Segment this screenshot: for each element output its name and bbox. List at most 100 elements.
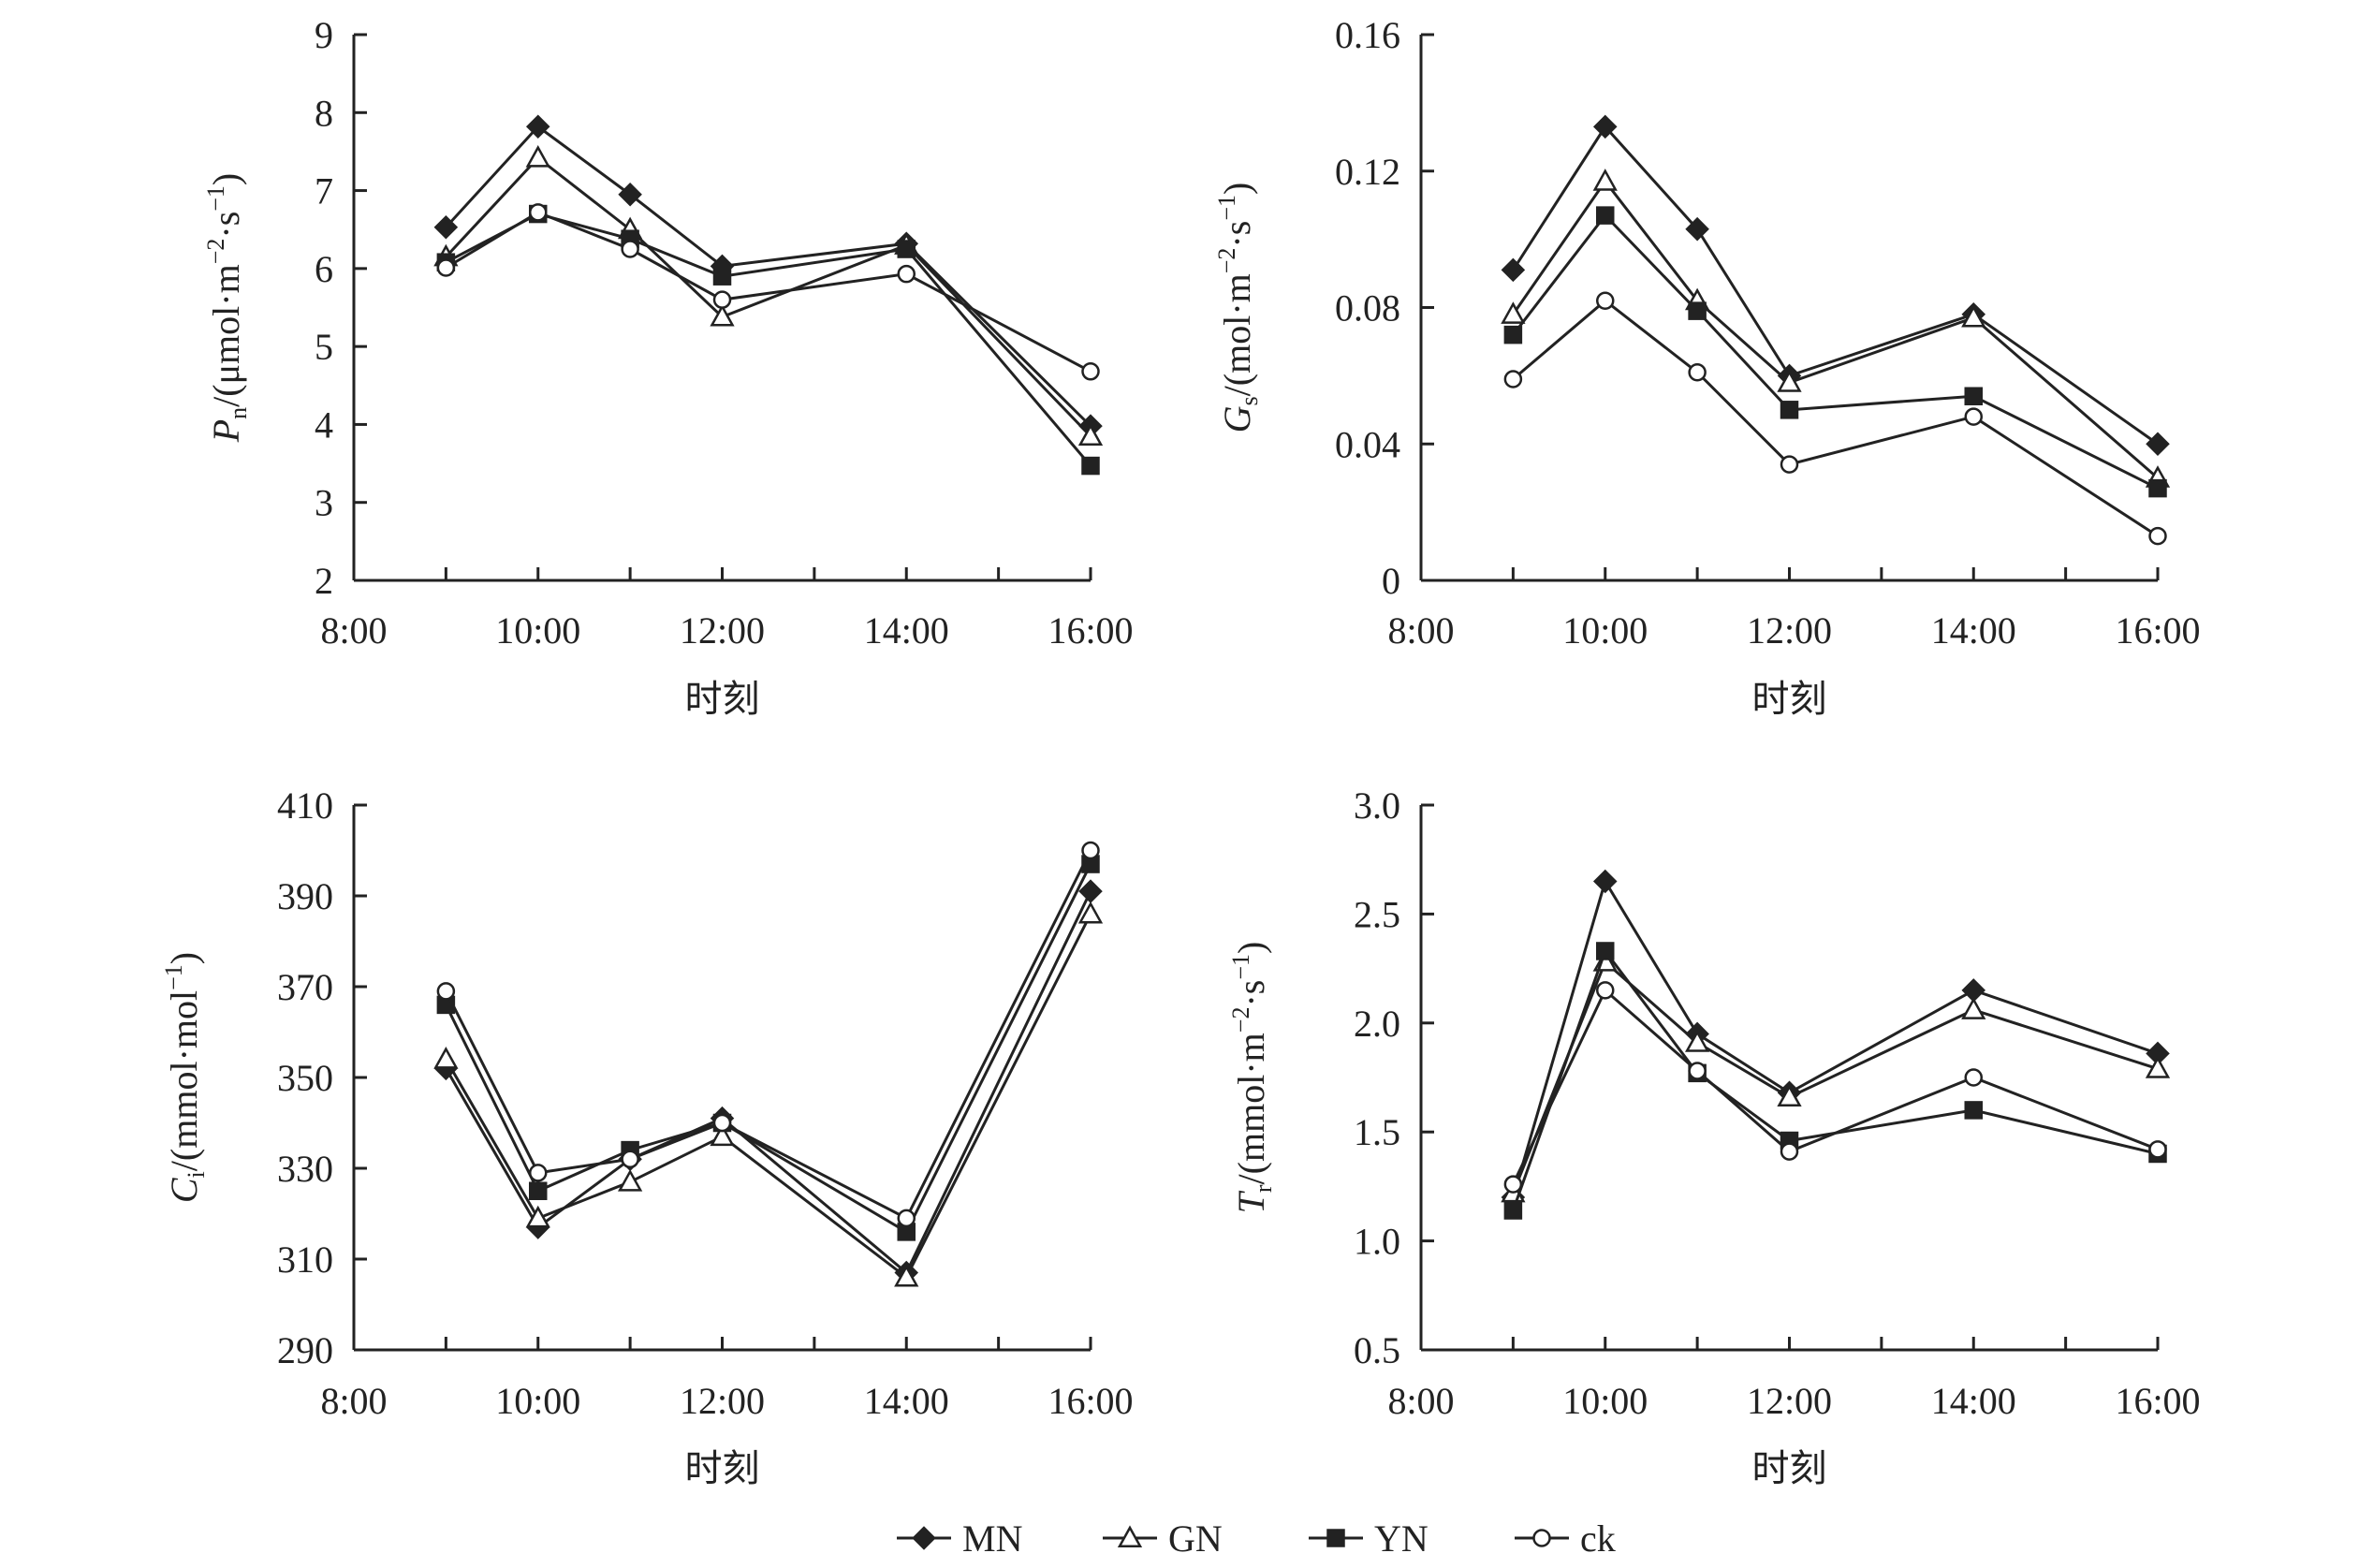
data-point-yn (529, 1181, 548, 1200)
legend-marker-yn (1326, 1529, 1345, 1547)
data-point-ck (1503, 370, 1523, 388)
x-tick-label: 16:00 (1048, 1380, 1133, 1422)
y-tick-label: 370 (277, 966, 333, 1008)
data-point-mn (2146, 432, 2170, 457)
data-point-ck (1964, 1068, 1983, 1087)
x-tick-label: 12:00 (680, 1380, 765, 1422)
legend-label-gn: GN (1168, 1517, 1223, 1560)
data-point-ck (1596, 981, 1615, 1000)
legend-label-yn: YN (1374, 1517, 1429, 1560)
data-point-ck (436, 258, 456, 277)
data-point-ck (1688, 362, 1707, 382)
x-tick-label: 8:00 (320, 1380, 387, 1422)
legend-marker-gn (1117, 1525, 1143, 1548)
x-axis-title: 时刻 (1752, 1447, 1827, 1490)
x-tick-label: 8:00 (1387, 1380, 1454, 1422)
x-tick-label: 16:00 (2115, 1380, 2200, 1422)
y-tick-label: 290 (277, 1329, 333, 1371)
data-point-yn (1503, 1201, 1523, 1220)
y-tick-label: 3 (315, 482, 333, 524)
x-tick-label: 8:00 (320, 609, 387, 652)
series-line-ck (445, 849, 1092, 1221)
x-tick-label: 14:00 (1931, 1380, 2016, 1422)
data-point-gn (525, 145, 550, 168)
data-point-mn (1592, 869, 1618, 894)
chart-panel-gs: 0 0.04 0.08 0.12 0.16 8:00 10:00 12:00 14:00 16:0… (1213, 14, 2201, 721)
data-point-gn (433, 1047, 459, 1069)
data-point-ck (1081, 841, 1100, 860)
data-point-yn (1081, 456, 1100, 476)
data-point-mn (618, 182, 642, 207)
y-tick-label: 330 (277, 1148, 333, 1190)
data-point-mn (1592, 114, 1618, 139)
y-tick-label: 410 (277, 784, 333, 827)
data-point-gn (1961, 304, 1986, 328)
data-point-yn (1688, 301, 1707, 320)
chart-panel-pn: 2 3 4 5 6 7 8 9 8:00 10:00 12:00 14:00 16:00 时刻 Pn/(μm… (202, 14, 1134, 721)
y-tick-label: 5 (315, 326, 333, 368)
y-tick-label: 1.5 (1354, 1111, 1400, 1153)
data-point-gn (1685, 1030, 1710, 1052)
legend: MN GN YN ck (897, 1517, 1616, 1560)
data-point-ck (1688, 1062, 1707, 1080)
x-axis-title: 时刻 (685, 1447, 760, 1490)
data-point-ck (2148, 526, 2167, 546)
series-line-mn (1512, 124, 2159, 446)
y-tick-label: 350 (277, 1057, 333, 1099)
x-tick-label: 8:00 (1387, 609, 1454, 652)
y-tick-label: 310 (277, 1238, 333, 1281)
data-point-ck (529, 1164, 548, 1182)
y-tick-label: 6 (315, 248, 333, 290)
data-point-yn (1964, 387, 1983, 405)
series-line-mn (445, 125, 1092, 428)
data-point-ck (1081, 362, 1100, 381)
y-axis-title: Gs/(mol·m−2·s−1) (1213, 183, 1263, 433)
data-point-yn (1780, 401, 1799, 419)
legend-label-ck: ck (1580, 1517, 1616, 1560)
x-tick-label: 10:00 (495, 1380, 580, 1422)
data-point-yn (897, 240, 916, 258)
x-axis-title: 时刻 (1752, 678, 1827, 721)
data-point-gn (710, 1123, 735, 1147)
chart-panel-ci: 290 310 330 350 370 390 410 8:00 10:00 12:00 14:00… (160, 784, 1134, 1490)
series-line-ck (445, 211, 1092, 374)
series-line-gn (445, 155, 1092, 437)
data-point-mn (1078, 879, 1103, 903)
series-line-yn (445, 863, 1092, 1235)
data-point-gn (2145, 1056, 2171, 1078)
data-point-ck (621, 240, 639, 258)
data-point-gn (1777, 1084, 1802, 1107)
data-point-yn (1596, 942, 1615, 960)
data-point-ck (529, 203, 548, 222)
data-point-ck (1596, 291, 1615, 310)
y-tick-label: 2 (315, 560, 333, 602)
y-tick-label: 7 (315, 170, 333, 212)
y-axis-title: Tr/(mmol·m−2·s−1) (1227, 942, 1277, 1214)
legend-marker-ck (1532, 1529, 1551, 1547)
y-tick-label: 1.0 (1354, 1221, 1400, 1263)
series-line-mn (1511, 877, 2159, 1198)
data-point-gn (1501, 301, 1526, 324)
series-line-gn (445, 913, 1092, 1280)
y-tick-label: 2.0 (1354, 1003, 1400, 1045)
y-tick-label: 0.16 (1335, 14, 1400, 56)
y-tick-label: 3.0 (1354, 784, 1400, 827)
x-tick-label: 12:00 (680, 609, 765, 652)
legend-label-mn: MN (962, 1517, 1022, 1560)
y-axis-title: Ci/(mmol·mol−1) (160, 952, 210, 1203)
data-point-gn (894, 1264, 919, 1287)
series-line-ck (1512, 299, 2159, 537)
data-point-yn (1964, 1101, 1983, 1120)
data-point-ck (436, 982, 456, 1001)
x-tick-label: 12:00 (1747, 609, 1832, 652)
series-line-mn (445, 890, 1092, 1275)
y-tick-label: 0.5 (1354, 1329, 1400, 1371)
y-tick-label: 9 (315, 14, 333, 56)
y-tick-label: 0.04 (1335, 423, 1400, 465)
x-tick-label: 16:00 (1048, 609, 1133, 652)
legend-marker-mn (912, 1526, 936, 1550)
data-point-ck (1964, 407, 1983, 426)
series-line-gn (1512, 179, 2159, 479)
x-tick-label: 10:00 (495, 609, 580, 652)
y-tick-label: 0.08 (1335, 287, 1400, 330)
